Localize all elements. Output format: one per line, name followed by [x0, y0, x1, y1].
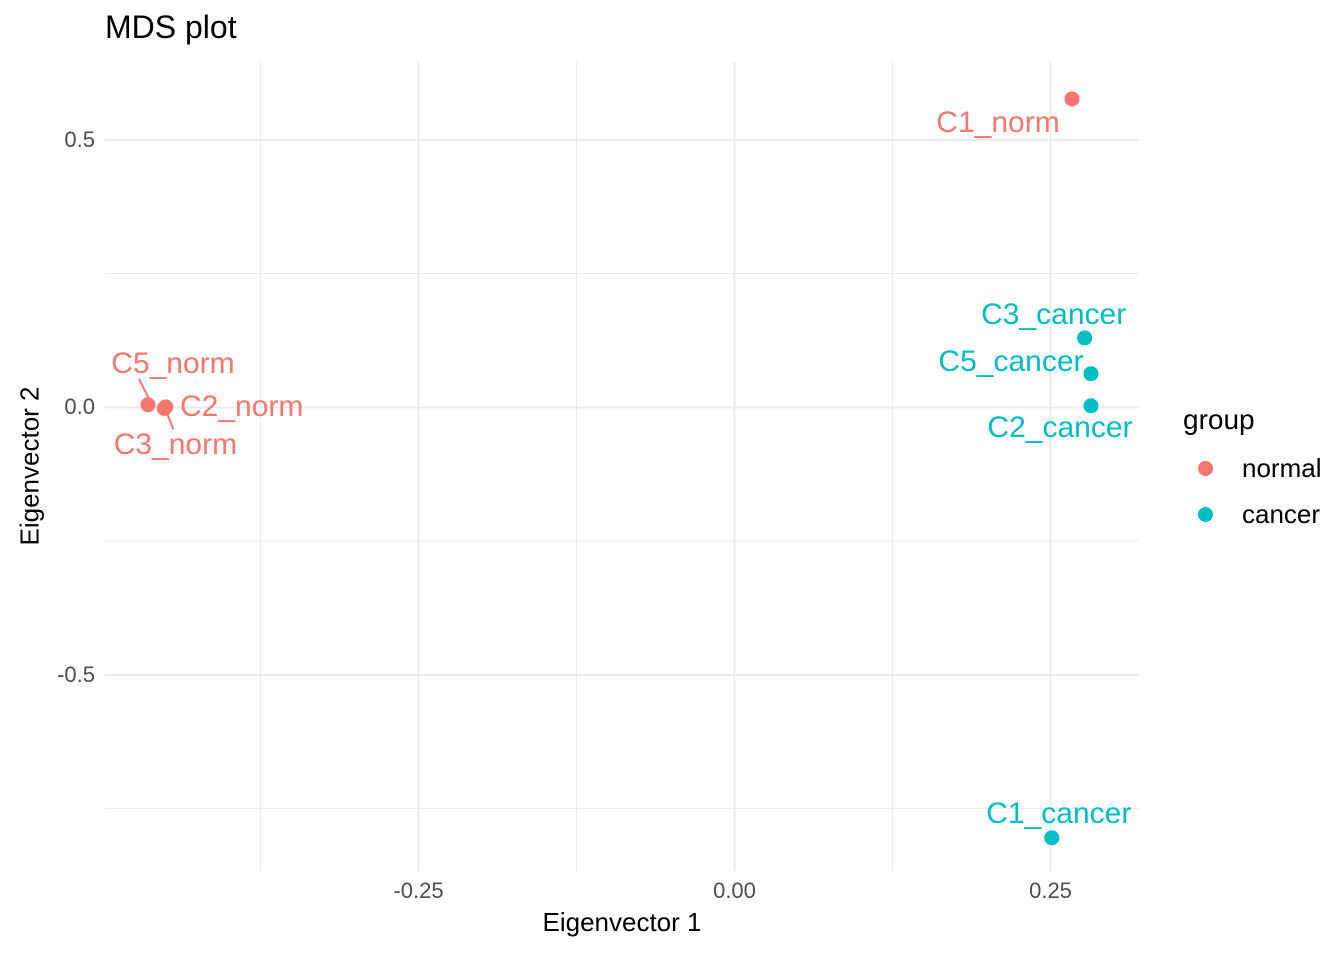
data-point-C1_cancer — [1044, 830, 1060, 846]
cancer-swatch-icon — [1198, 506, 1213, 522]
point-label-C5_norm: C5_norm — [111, 346, 235, 380]
x-tick-label: -0.25 — [393, 878, 444, 903]
point-label-C5_cancer: C5_cancer — [938, 344, 1084, 378]
y-tick-label: -0.5 — [57, 661, 95, 687]
legend-item-cancer: cancer — [1183, 499, 1320, 529]
data-point-C3_cancer — [1077, 330, 1093, 346]
y-tick-label: 0.0 — [64, 394, 95, 420]
point-label-C2_norm: C2_norm — [179, 389, 304, 423]
legend-item-normal: normal — [1183, 453, 1321, 483]
x-axis-title: Eigenvector 1 — [542, 907, 702, 937]
x-tick-label: 0.25 — [1029, 878, 1072, 903]
point-label-C2_cancer: C2_cancer — [987, 410, 1133, 444]
legend: group normal cancer — [1183, 404, 1344, 546]
y-tick-label: 0.5 — [64, 127, 95, 153]
legend-item-label: normal — [1242, 452, 1322, 483]
point-label-C1_cancer: C1_cancer — [986, 796, 1132, 830]
data-point-C5_cancer — [1083, 366, 1099, 382]
data-point-C5_norm — [140, 397, 156, 413]
data-point-C1_norm — [1064, 91, 1080, 107]
point-label-C1_norm: C1_norm — [936, 105, 1060, 139]
data-point-C2_cancer — [1083, 398, 1099, 414]
data-point-C3_norm — [156, 400, 172, 416]
chart-title: MDS plot — [105, 9, 237, 45]
label-leader-line — [138, 378, 150, 400]
point-label-C3_cancer: C3_cancer — [981, 297, 1127, 331]
legend-title: group — [1183, 404, 1255, 435]
point-label-C3_norm: C3_norm — [113, 428, 238, 462]
normal-swatch-icon — [1198, 460, 1213, 476]
legend-item-label: cancer — [1242, 498, 1321, 529]
x-tick-label: 0.00 — [713, 878, 756, 903]
